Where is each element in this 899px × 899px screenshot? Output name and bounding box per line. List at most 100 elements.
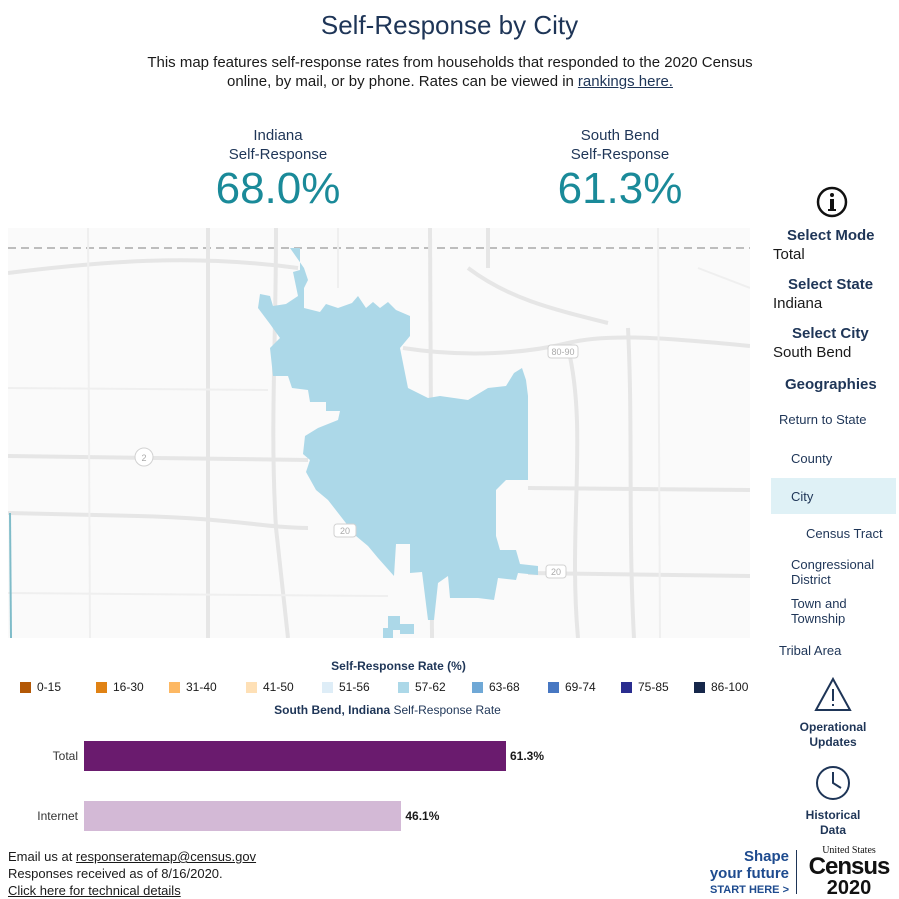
legend-item-57-62: 57-62: [398, 680, 446, 694]
historical-data-link[interactable]: Historical Data: [805, 808, 861, 837]
legend-swatch: [621, 681, 632, 693]
legend-swatch: [96, 681, 107, 693]
legend-label: 31-40: [186, 680, 217, 694]
legend-label: 16-30: [113, 680, 144, 694]
select-state-dropdown[interactable]: Indiana: [773, 295, 823, 312]
legend-item-31-40: 31-40: [169, 680, 217, 694]
legend-item-69-74: 69-74: [548, 680, 596, 694]
legend-title: Self-Response Rate (%): [331, 659, 466, 673]
legend-label: 75-85: [638, 680, 669, 694]
legend-label: 57-62: [415, 680, 446, 694]
map-view[interactable]: 80-90 2 20 20: [8, 228, 750, 638]
legend-swatch: [694, 681, 705, 693]
select-mode-dropdown[interactable]: Total: [773, 246, 805, 263]
state-stat: Indiana Self-Response 68.0%: [178, 126, 378, 214]
legend-item-0-15: 0-15: [20, 680, 61, 694]
select-city-label: Select City: [792, 325, 869, 342]
city-fragment-south-c: [383, 628, 393, 638]
geo-city[interactable]: City: [791, 489, 814, 504]
legend-swatch: [246, 681, 257, 693]
highway-shield-20-west: 20: [333, 523, 357, 538]
email-prefix: Email us at: [8, 849, 76, 864]
bar-value-total: 61.3%: [510, 749, 545, 763]
brand-shape: Shape: [743, 848, 789, 865]
geographies-heading: Geographies: [785, 376, 877, 393]
geo-congressional-district[interactable]: Congressional District: [791, 557, 875, 587]
legend-label: 86-100: [711, 680, 749, 694]
geo-city-selected-bg[interactable]: City: [771, 478, 896, 514]
select-city-dropdown[interactable]: South Bend: [773, 344, 852, 361]
highway-shield-20-east: 20: [545, 564, 567, 579]
legend-swatch: [322, 681, 333, 693]
select-mode-label: Select Mode: [787, 227, 875, 244]
brand-2020: 2020: [826, 877, 872, 899]
bar-chart-heading-place: South Bend, Indiana: [274, 703, 391, 717]
bar-internet[interactable]: [84, 801, 402, 831]
geo-return-to-state[interactable]: Return to State: [779, 412, 867, 427]
state-stat-label-2: Self-Response: [228, 146, 328, 163]
highway-shield-2: 2: [134, 447, 154, 467]
brand-united-states: United States: [822, 845, 876, 856]
legend-swatch: [548, 681, 559, 693]
legend-item-41-50: 41-50: [246, 680, 294, 694]
legend-swatch: [169, 681, 180, 693]
clock-icon[interactable]: [814, 764, 852, 802]
state-stat-value: 68.0%: [215, 164, 341, 213]
geo-county[interactable]: County: [791, 451, 833, 466]
page-description: This map features self-response rates fr…: [140, 53, 760, 91]
highway-label-20-east: 20: [551, 567, 561, 577]
south-bend-city-boundary[interactable]: [258, 248, 538, 620]
legend-label: 63-68: [489, 680, 520, 694]
legend-swatch: [398, 681, 409, 693]
geo-tribal-area[interactable]: Tribal Area: [779, 643, 842, 658]
city-stat-label-1: South Bend: [580, 127, 660, 144]
highway-label-2: 2: [141, 453, 146, 463]
map-canvas[interactable]: 80-90 2 20 20: [8, 228, 750, 638]
legend-label: 69-74: [565, 680, 596, 694]
info-icon[interactable]: [814, 186, 850, 222]
brand-divider: [796, 850, 797, 894]
bar-total[interactable]: [84, 741, 506, 771]
legend-label: 0-15: [37, 680, 62, 694]
brand-your-future: your future: [709, 865, 789, 882]
legend-label: 41-50: [263, 680, 294, 694]
brand-start-here: START HERE >: [710, 884, 789, 896]
shape-your-future-logo[interactable]: Shape your future START HERE >: [700, 848, 789, 899]
bar-label-internet: Internet: [37, 809, 78, 823]
legend-label: 51-56: [339, 680, 370, 694]
operational-updates-link[interactable]: Operational Updates: [799, 720, 867, 749]
legend-item-75-85: 75-85: [621, 680, 669, 694]
city-stat-value: 61.3%: [557, 164, 683, 213]
legend-item-63-68: 63-68: [472, 680, 520, 694]
legend-swatch: [20, 681, 31, 693]
technical-details-link[interactable]: Click here for technical details: [8, 883, 181, 898]
footer: Email us at responseratemap@census.gov R…: [8, 848, 256, 899]
bar-chart-heading-rest: Self-Response Rate: [390, 703, 501, 717]
select-state-label: Select State: [788, 276, 874, 293]
brand-census: Census: [808, 853, 891, 880]
legend-item-51-56: 51-56: [322, 680, 370, 694]
email-line: Email us at responseratemap@census.gov: [8, 848, 256, 865]
census-2020-logo: United States Census 2020: [804, 845, 894, 899]
geo-town-township[interactable]: Town and Township: [791, 596, 847, 626]
city-fragment-south-b: [400, 624, 414, 634]
description-text: This map features self-response rates fr…: [147, 54, 753, 90]
minor-roads: [8, 228, 750, 638]
highway-label-20-west: 20: [340, 526, 350, 536]
bar-value-internet: 46.1%: [405, 809, 440, 823]
geo-census-tract[interactable]: Census Tract: [806, 526, 883, 541]
legend-swatch: [472, 681, 483, 693]
highway-label-80-90: 80-90: [551, 347, 574, 357]
state-stat-label-1: Indiana: [253, 127, 303, 144]
legend-item-16-30: 16-30: [96, 680, 144, 694]
bar-chart-heading: South Bend, Indiana Self-Response Rate: [0, 703, 775, 717]
email-link[interactable]: responseratemap@census.gov: [75, 849, 257, 864]
rankings-link[interactable]: rankings here.: [577, 73, 673, 90]
legend-item-86-100: 86-100: [694, 680, 748, 694]
city-stat: South Bend Self-Response 61.3%: [520, 126, 720, 214]
responses-received: Responses received as of 8/16/2020.: [8, 866, 223, 881]
warning-icon[interactable]: [814, 676, 852, 714]
bar-label-total: Total: [52, 749, 78, 763]
river-line: [9, 512, 12, 638]
city-fragment-south-a: [388, 616, 400, 630]
